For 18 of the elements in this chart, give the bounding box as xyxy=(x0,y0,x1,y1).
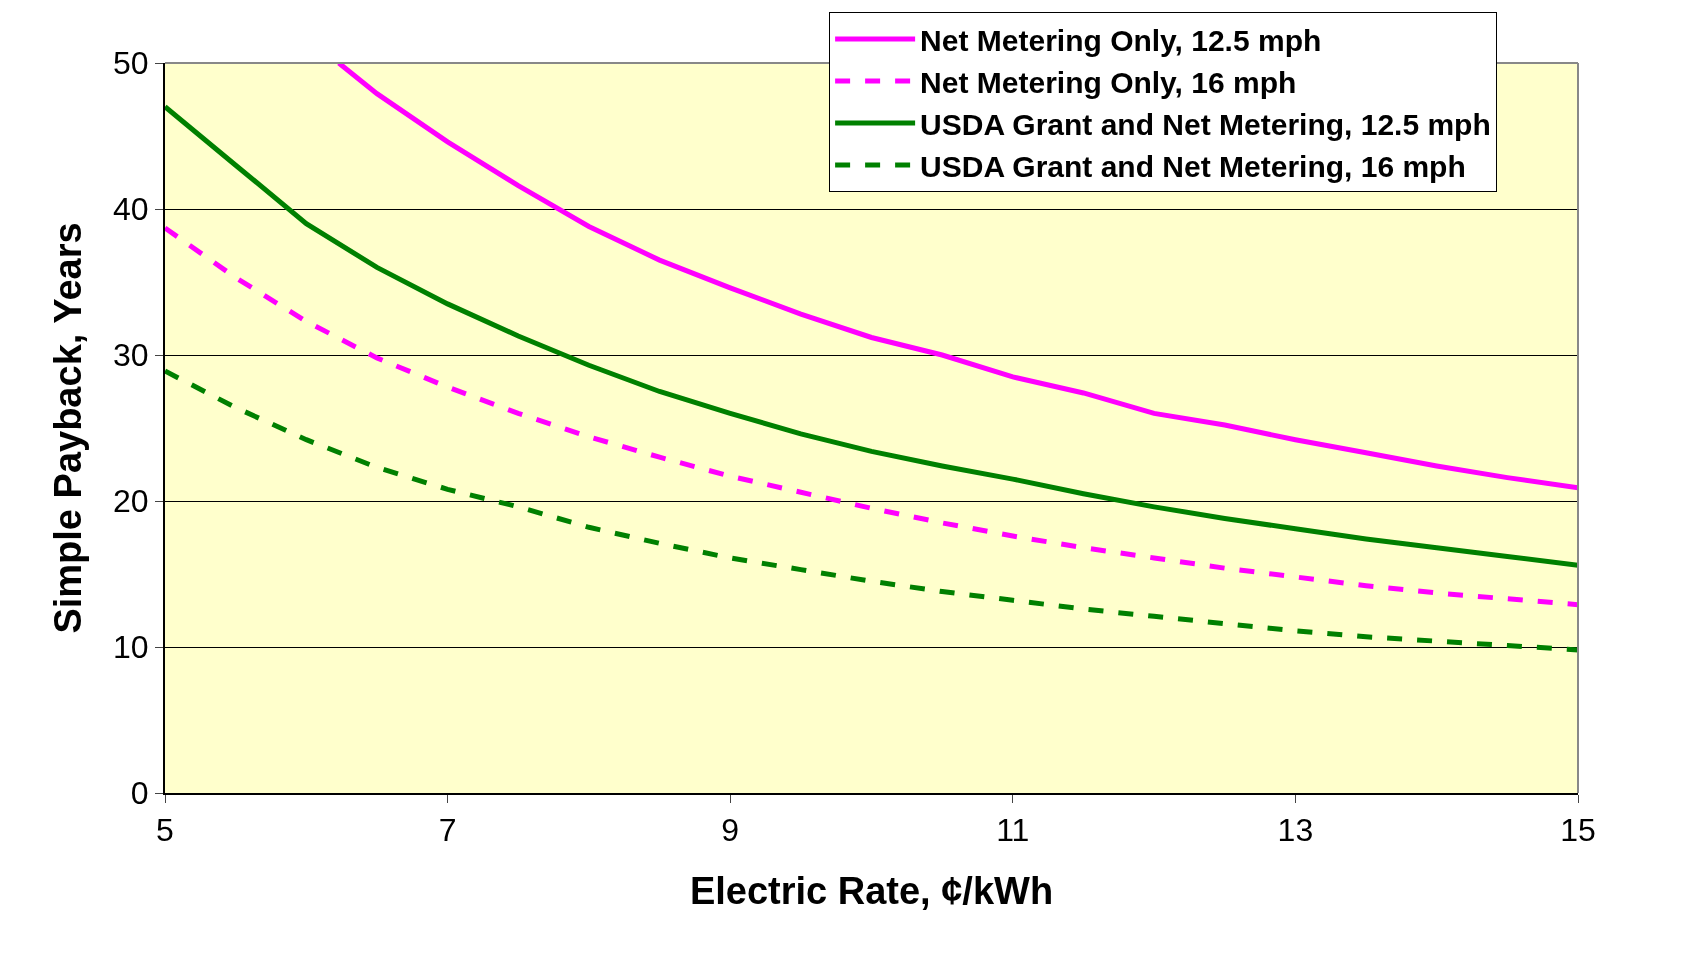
x-tick-label: 7 xyxy=(438,812,457,849)
legend-label: USDA Grant and Net Metering, 12.5 mph xyxy=(920,107,1491,141)
x-tick-label: 13 xyxy=(1277,812,1314,849)
x-tick-label: 11 xyxy=(996,812,1030,849)
y-tick-label: 50 xyxy=(113,45,149,82)
x-tick-label: 15 xyxy=(1560,812,1596,849)
y-tick-label: 0 xyxy=(130,775,149,812)
y-axis-title: Simple Payback, Years xyxy=(46,222,89,634)
y-tick-label: 10 xyxy=(113,629,149,666)
legend-label: Net Metering Only, 16 mph xyxy=(920,65,1297,99)
x-tick-label: 9 xyxy=(721,812,740,849)
x-tick-label: 5 xyxy=(156,812,174,849)
x-axis-title: Electric Rate, ¢/kWh xyxy=(689,870,1054,912)
y-tick-label: 40 xyxy=(113,191,149,228)
y-tick-label: 30 xyxy=(113,337,149,374)
y-tick-label: 20 xyxy=(113,483,149,520)
legend-label: Net Metering Only, 12.5 mph xyxy=(920,23,1322,57)
legend-label: USDA Grant and Net Metering, 16 mph xyxy=(920,149,1466,183)
